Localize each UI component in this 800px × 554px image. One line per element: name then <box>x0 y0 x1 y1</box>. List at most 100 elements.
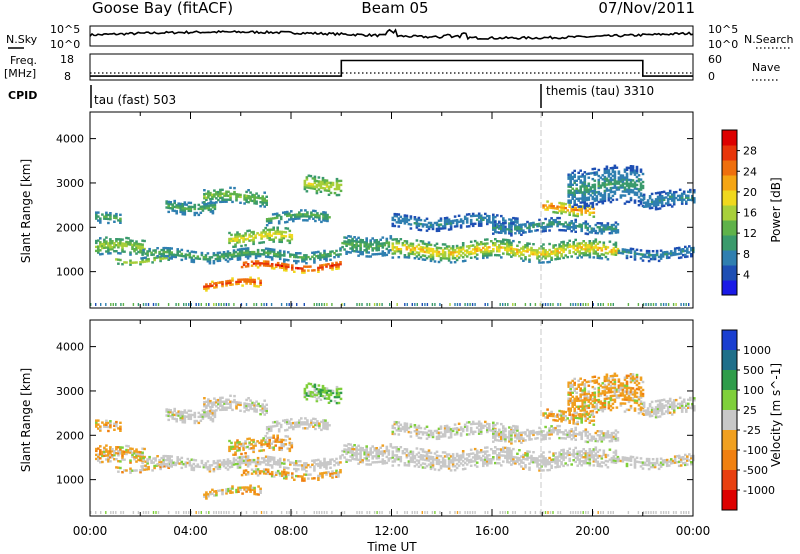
power-cell <box>143 239 146 243</box>
power-cell <box>419 240 423 243</box>
velocity-cell <box>409 458 413 461</box>
power-cell <box>280 232 283 236</box>
velocity-cell <box>203 415 207 418</box>
velocity-cell <box>209 405 212 409</box>
power-cell <box>405 248 409 251</box>
velocity-cell <box>351 447 354 451</box>
power-cell <box>522 245 525 249</box>
power-cell <box>633 250 637 253</box>
power-cell <box>321 186 325 190</box>
velocity-cell <box>266 470 270 473</box>
power-cell <box>578 223 581 226</box>
power-cell <box>473 251 477 255</box>
power-cell <box>459 220 463 223</box>
power-cell <box>139 247 142 250</box>
velocity-cell <box>178 458 181 461</box>
velocity-cell <box>542 469 545 472</box>
power-cell <box>193 207 197 211</box>
power-cell <box>183 203 187 206</box>
power-cell <box>579 179 582 182</box>
power-cell <box>298 211 301 214</box>
velocity-cell <box>291 461 294 464</box>
power-cell <box>685 202 688 205</box>
power-cell <box>256 266 260 269</box>
power-cell <box>359 244 362 248</box>
velocity-cell <box>219 489 222 492</box>
power-cell <box>411 246 415 250</box>
power-cell <box>205 203 209 206</box>
power-cell <box>609 182 613 186</box>
power-cell <box>568 221 571 225</box>
velocity-cell <box>275 424 279 427</box>
power-cell <box>280 240 283 244</box>
power-cell <box>113 246 116 249</box>
velocity-cell <box>367 455 370 458</box>
velocity-cell <box>99 429 102 432</box>
velocity-cell <box>335 469 338 472</box>
power-cell <box>623 186 627 189</box>
power-cell <box>498 254 501 257</box>
power-cell <box>299 256 302 259</box>
velocity-cell <box>550 466 553 469</box>
velocity-cell <box>488 458 491 461</box>
power-cell <box>243 196 246 199</box>
velocity-cell <box>262 439 265 442</box>
power-cell <box>131 243 134 247</box>
power-cell <box>242 238 245 241</box>
power-cell <box>212 262 216 265</box>
power-cell <box>672 191 676 194</box>
velocity-cell <box>566 450 569 453</box>
power-cell <box>321 268 324 271</box>
power-cell <box>351 243 354 247</box>
velocity-cell <box>586 454 590 457</box>
velocity-cell <box>574 446 577 450</box>
power-cell <box>373 239 376 242</box>
power-cell <box>641 253 645 256</box>
power-cell <box>290 214 293 217</box>
power-cell <box>645 255 649 259</box>
power-cell <box>228 239 231 243</box>
power-cell <box>244 261 248 264</box>
power-cell <box>213 303 215 306</box>
velocity-cell <box>133 452 136 455</box>
power-cell <box>305 178 309 181</box>
power-cell <box>686 251 689 254</box>
velocity-cell <box>97 423 100 426</box>
power-cell <box>260 237 263 240</box>
velocity-cell <box>279 425 283 429</box>
power-cell <box>323 257 326 261</box>
velocity-cell <box>212 462 216 465</box>
power-cell <box>644 205 648 208</box>
power-cell <box>477 222 481 225</box>
power-cell <box>635 169 639 173</box>
power-cell <box>463 249 467 253</box>
velocity-cell <box>439 467 443 470</box>
velocity-cell <box>152 461 155 464</box>
velocity-cell <box>284 429 287 432</box>
power-cell <box>326 219 329 223</box>
velocity-cell <box>357 458 360 461</box>
power-cell <box>605 189 609 192</box>
power-cell <box>514 303 516 306</box>
velocity-cell <box>522 455 525 459</box>
velocity-cell <box>167 412 170 416</box>
power-cell <box>109 240 112 243</box>
power-cell <box>188 256 192 259</box>
power-cell <box>568 251 571 254</box>
power-cell <box>391 244 395 247</box>
velocity-cell <box>99 449 102 452</box>
power-cell <box>617 186 621 189</box>
velocity-cell <box>175 418 178 421</box>
velocity-cell <box>508 455 511 458</box>
velocity-cell <box>319 474 322 477</box>
velocity-cell <box>552 454 555 457</box>
power-cell <box>492 222 495 225</box>
power-cell <box>529 303 532 306</box>
velocity-cell <box>339 469 342 472</box>
velocity-cell <box>119 460 122 463</box>
velocity-cell <box>443 455 447 458</box>
velocity-cell <box>482 454 485 458</box>
velocity-cell <box>369 453 372 456</box>
velocity-cell <box>484 456 487 459</box>
power-cell <box>621 186 625 189</box>
